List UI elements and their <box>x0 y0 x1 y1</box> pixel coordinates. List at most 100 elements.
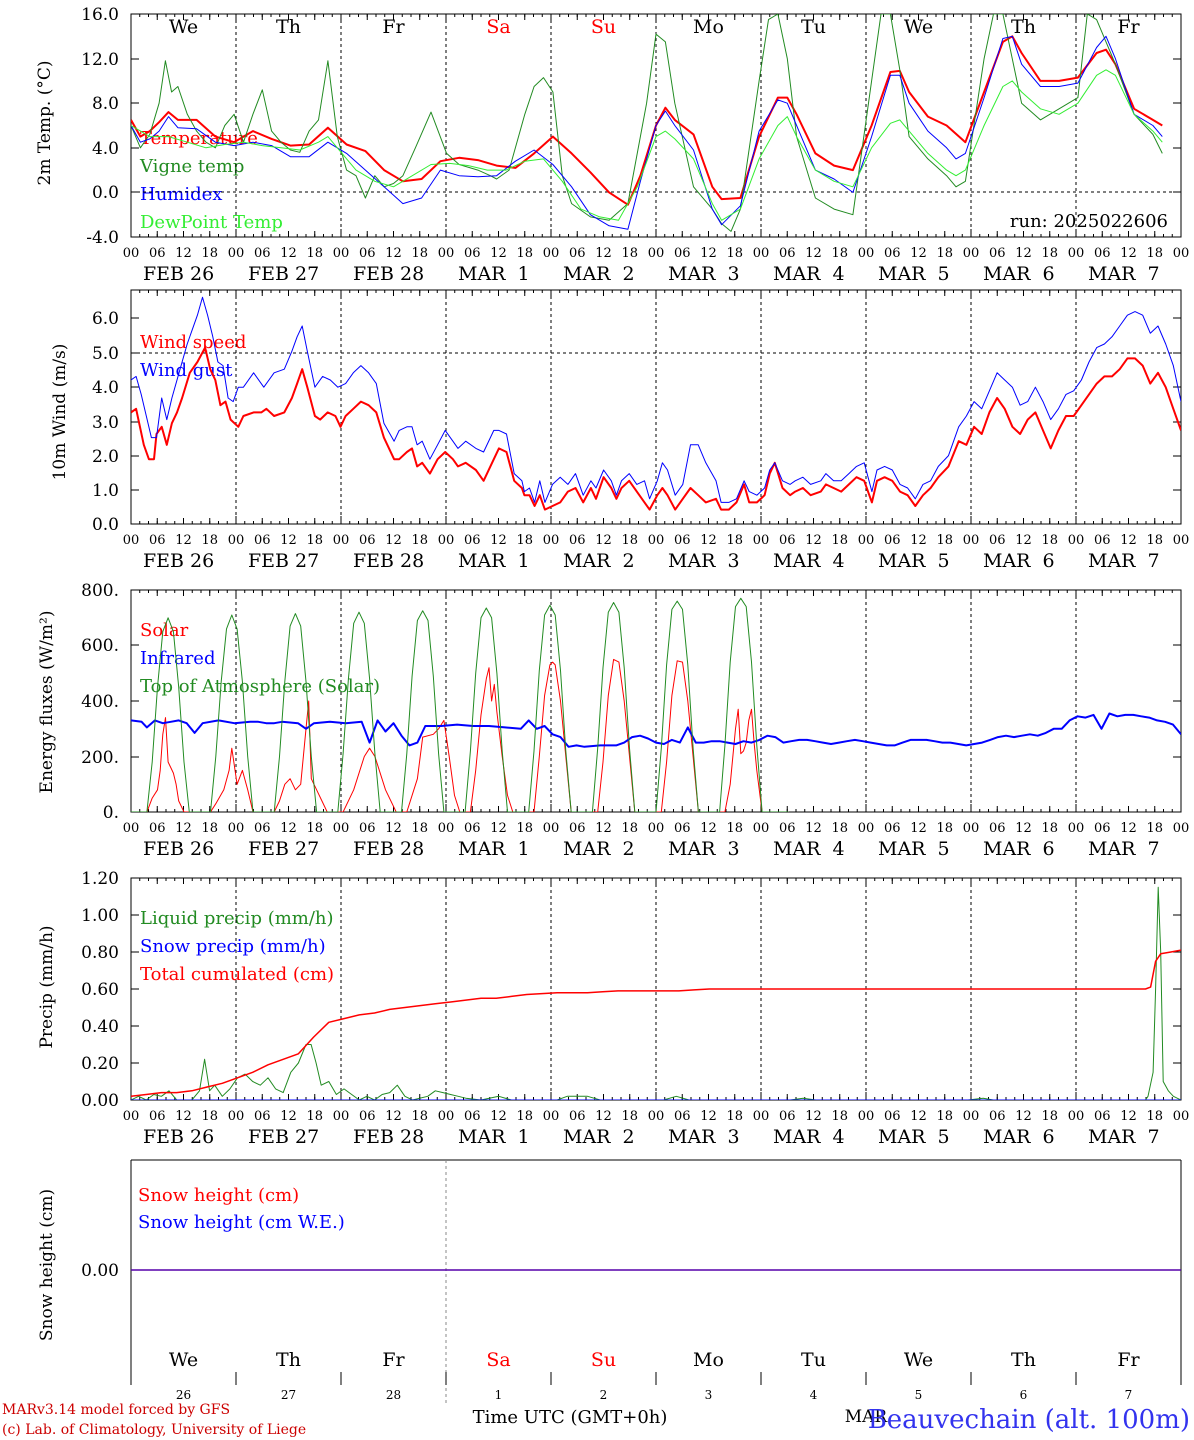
hour-label: 18 <box>1041 246 1058 261</box>
hour-label: 00 <box>1068 821 1085 836</box>
hour-label: 18 <box>936 246 953 261</box>
day-number-label: 27 <box>281 1388 296 1402</box>
hour-label: 00 <box>228 1109 245 1124</box>
energy-axes: 800. 600. 400. 200. 0. 00 06 12 18 00 06 12 18 00 06 12… <box>81 581 1189 860</box>
hour-label: 06 <box>779 246 796 261</box>
hour-label: 06 <box>989 821 1006 836</box>
hour-label: 12 <box>1120 533 1137 548</box>
hour-label: 00 <box>543 246 560 261</box>
hour-label: 12 <box>805 1109 822 1124</box>
date-label: FEB 27 <box>248 263 319 285</box>
hour-label: 00 <box>963 821 980 836</box>
hour-label: 06 <box>1094 1109 1111 1124</box>
hour-label: 18 <box>726 1109 743 1124</box>
y-tick-label: 0.40 <box>81 1017 119 1037</box>
date-label: MAR 7 <box>1088 263 1160 285</box>
hour-label: 00 <box>858 533 875 548</box>
run-annotation: run: 2025022606 <box>1010 211 1168 232</box>
date-label: FEB 28 <box>353 550 424 572</box>
hour-label: 12 <box>700 821 717 836</box>
hour-label: 12 <box>490 533 507 548</box>
day-number-label: 26 <box>176 1388 191 1402</box>
y-tick-label: 1.0 <box>92 481 119 501</box>
snow-weekday-label: Tu <box>801 1349 826 1371</box>
y-tick-label: 2.0 <box>92 447 119 467</box>
legend-snow-precip: Snow precip (mm/h) <box>140 936 326 957</box>
day-number-label: 4 <box>810 1388 818 1402</box>
y-tick-label: 0.60 <box>81 980 119 1000</box>
station-name: Beauvechain (alt. 100m) <box>868 1405 1190 1435</box>
precip-axes: 1.20 1.00 0.80 0.60 0.40 0.20 0.00 00 06 12 18 00 06… <box>81 869 1189 1148</box>
wind-series <box>131 296 1181 511</box>
hour-label: 06 <box>674 246 691 261</box>
hour-label: 06 <box>254 533 271 548</box>
temperature-panel: 2m Temp. (°C) Temperature Vigne temp Hum… <box>35 60 1168 233</box>
hour-label: 00 <box>648 533 665 548</box>
hour-label: 00 <box>438 533 455 548</box>
date-label: FEB 26 <box>143 1126 214 1148</box>
hour-label: 06 <box>149 533 166 548</box>
date-label: FEB 26 <box>143 263 214 285</box>
date-label: MAR 4 <box>773 1126 845 1148</box>
hour-label: 06 <box>884 1109 901 1124</box>
series-total-cumulated-cm- <box>131 949 1181 1098</box>
date-label: MAR 4 <box>773 838 845 860</box>
hour-label: 18 <box>1146 821 1163 836</box>
snow-month-label: MAR <box>845 1407 889 1427</box>
hour-label: 18 <box>1041 821 1058 836</box>
hour-label: 00 <box>543 821 560 836</box>
hour-label: 12 <box>910 533 927 548</box>
snow-weekday-label: We <box>169 1349 198 1371</box>
hour-label: 00 <box>123 1109 140 1124</box>
precip-ylabel: Precip (mm/h) <box>37 925 57 1048</box>
hour-label: 18 <box>306 821 323 836</box>
snow-axes: 0.00 We 26 Th 27 Fr 28 Sa 1 Su 2 Mo 3 Tu 4 We 5 Th 6 Fr 7 <box>81 1159 1182 1405</box>
y-tick-label: 4.0 <box>92 378 119 398</box>
hour-label: 18 <box>621 821 638 836</box>
hour-label: 18 <box>411 533 428 548</box>
hour-label: 12 <box>490 821 507 836</box>
date-label: MAR 3 <box>668 838 740 860</box>
wind-ylabel: 10m Wind (m/s) <box>50 344 70 481</box>
hour-label: 06 <box>884 533 901 548</box>
date-label: MAR 1 <box>458 263 530 285</box>
hour-label: 12 <box>1015 821 1032 836</box>
y-tick-label: 0.0 <box>92 183 119 203</box>
date-label: FEB 27 <box>248 838 319 860</box>
snow-ylabel: Snow height (cm) <box>37 1189 57 1341</box>
weekday-label: Fr <box>382 16 405 38</box>
hour-label: 00 <box>123 821 140 836</box>
hour-label: 12 <box>910 1109 927 1124</box>
hour-label: 12 <box>805 821 822 836</box>
date-label: MAR 4 <box>773 550 845 572</box>
hour-label: 18 <box>516 246 533 261</box>
hour-label: 06 <box>884 246 901 261</box>
footer: MARv3.14 model forced by GFS (c) Lab. of… <box>2 1402 1190 1438</box>
hour-label: 00 <box>753 821 770 836</box>
snow-weekday-label: Su <box>591 1349 616 1371</box>
hour-label: 12 <box>700 1109 717 1124</box>
hour-label: 12 <box>280 533 297 548</box>
hour-label: 00 <box>858 246 875 261</box>
weekday-label: Fr <box>1117 16 1140 38</box>
hour-label: 06 <box>359 821 376 836</box>
hour-label: 00 <box>648 1109 665 1124</box>
y-tick-label: 600. <box>81 636 119 656</box>
hour-label: 00 <box>543 533 560 548</box>
hour-label: 00 <box>1173 533 1190 548</box>
date-label: MAR 5 <box>878 263 950 285</box>
energy-ylabel: Energy fluxes (W/m²) <box>37 611 57 794</box>
hour-label: 06 <box>779 533 796 548</box>
wind-panel: 10m Wind (m/s) Wind speed Wind gust <box>50 332 246 480</box>
hour-label: 18 <box>621 246 638 261</box>
hour-label: 06 <box>989 246 1006 261</box>
hour-label: 18 <box>936 1109 953 1124</box>
hour-label: 12 <box>595 821 612 836</box>
lab-credit: (c) Lab. of Climatology, University of L… <box>2 1422 306 1438</box>
hour-label: 18 <box>1146 533 1163 548</box>
hour-label: 18 <box>516 533 533 548</box>
hour-label: 18 <box>1041 1109 1058 1124</box>
date-label: MAR 3 <box>668 550 740 572</box>
hour-label: 18 <box>201 246 218 261</box>
